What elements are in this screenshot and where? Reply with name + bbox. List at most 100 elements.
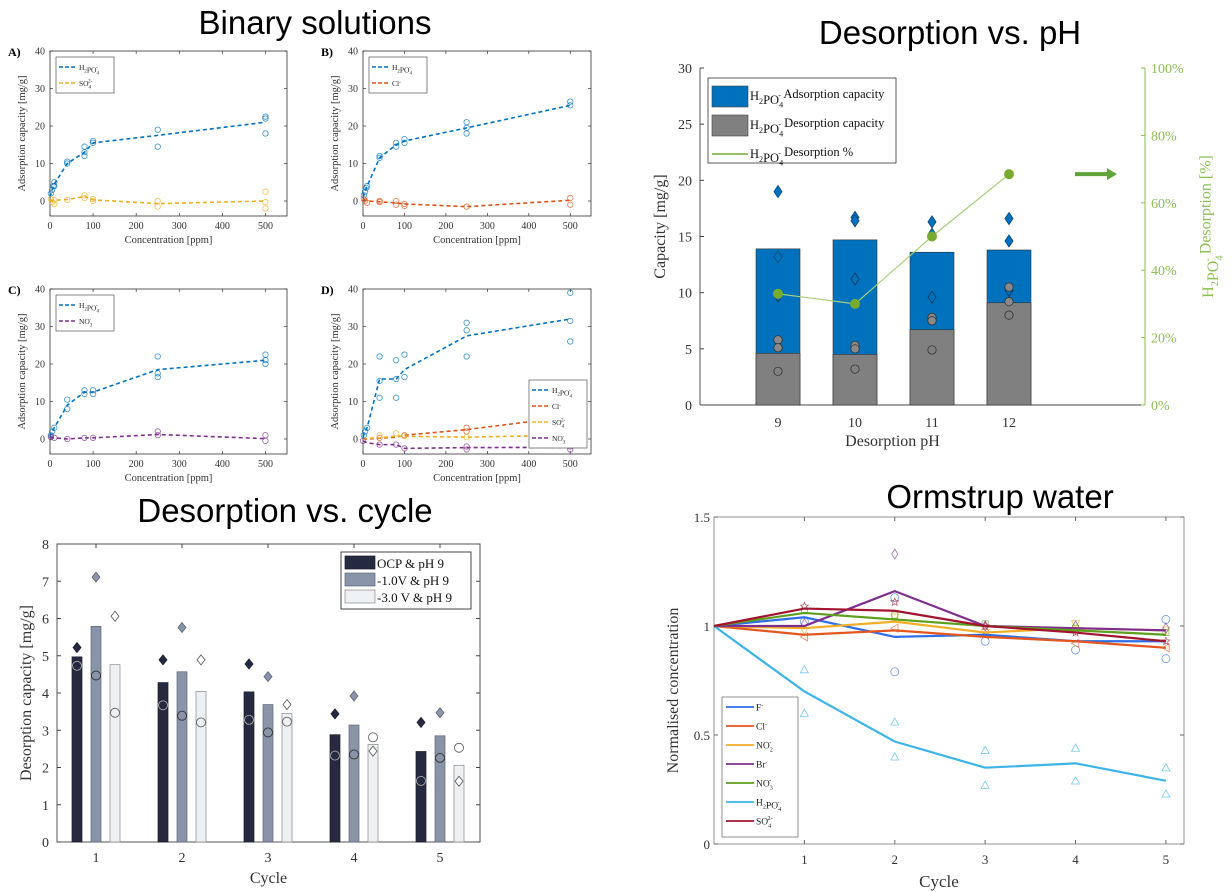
marker-circle: [177, 710, 187, 721]
x-tick-label: 1: [93, 851, 100, 866]
x-tick-label: 100: [86, 221, 101, 232]
x-tick-label: 500: [563, 459, 578, 470]
data-point: [89, 139, 97, 146]
data-point: [364, 424, 371, 431]
y-axis-label: Adsorption capacity [mg/g]: [330, 75, 341, 191]
legend: H2PO4- Cl-: [368, 56, 428, 94]
bar-desorption: [832, 354, 878, 406]
data-point: [463, 424, 470, 431]
data-point: [51, 179, 58, 186]
marker-triangle-up: [799, 664, 810, 674]
legend-label: Cl-: [552, 402, 561, 411]
legend-label: F-: [756, 703, 763, 713]
marker-circle: [196, 717, 206, 728]
x-axis-label: Cycle: [250, 870, 287, 887]
y-tick-label: 30: [35, 322, 45, 333]
x-tick-label: 300: [172, 459, 187, 470]
marker-circle: [91, 670, 101, 681]
data-point: [81, 390, 88, 398]
legend: H2PO4- SO42-: [55, 56, 115, 94]
x-axis-label: Concentration [ppm]: [433, 473, 521, 484]
bar: [109, 664, 121, 843]
y-tick-label: 8: [42, 538, 49, 553]
legend-swatch: [711, 114, 749, 137]
y-axis-label: Adsorption capacity [mg/g]: [330, 313, 341, 429]
x-tick-label: 0: [48, 221, 53, 232]
data-point: [81, 152, 88, 160]
y-tick-label: 0: [353, 435, 358, 446]
x-tick-label: 0: [361, 221, 366, 232]
series-line: [713, 607, 1167, 643]
marker-diamond: [349, 690, 359, 702]
x-tick-label: 4: [1072, 852, 1079, 867]
x-axis-label: Concentration [ppm]: [125, 235, 213, 246]
x-tick-label: 0: [48, 459, 53, 470]
x-tick-label: 300: [172, 221, 187, 232]
marker-circle: [263, 727, 273, 738]
bar-desorption: [755, 353, 801, 406]
marker-circle: [282, 716, 292, 727]
legend-swatch: [344, 589, 376, 604]
y-tick-label: 0: [40, 435, 45, 446]
y-tick-label: 10: [35, 159, 45, 170]
y2-tick-label: 100%: [1151, 62, 1184, 77]
data-point: [360, 196, 367, 203]
marker-triangle-up: [890, 751, 900, 761]
x-tick-label: 100: [397, 459, 412, 470]
x-tick-label: 500: [258, 221, 273, 232]
x-tick-label: 400: [521, 221, 536, 232]
legend-swatch: [711, 85, 749, 108]
legend-label: SO42-: [756, 816, 773, 829]
bar: [281, 713, 293, 843]
data-point: [262, 360, 269, 368]
x-tick-label: 300: [480, 221, 495, 232]
panel-label: B): [321, 45, 333, 59]
y-tick-label: 2: [42, 762, 49, 777]
y-tick-label: 40: [348, 285, 358, 296]
y-tick-label: 25: [678, 118, 692, 133]
bar-desorption: [909, 329, 955, 406]
marker-circle: [850, 364, 860, 374]
data-point: [463, 353, 470, 360]
marker-triangle-up: [1070, 743, 1081, 752]
legend-label: -3.0 V & pH 9: [377, 590, 452, 605]
y-tick-label: 0: [42, 836, 49, 851]
marker-diamond: [891, 548, 899, 560]
bar: [329, 734, 341, 843]
y-tick-label: 10: [348, 397, 358, 408]
y-tick-label: 0: [353, 197, 358, 208]
series-line: [713, 624, 1166, 649]
data-point: [364, 182, 371, 190]
y-axis-label: Capacity [mg/g]: [652, 174, 669, 278]
y-axis-label: Desorption capacity [mg/g]: [18, 605, 35, 781]
bar: [262, 704, 274, 843]
data-point: [393, 357, 400, 364]
y-tick-label: 5: [42, 650, 49, 665]
y-tick-label: 1: [42, 799, 49, 814]
marker-diamond: [435, 707, 445, 719]
legend-label: H2PO4- Desorption capacity: [750, 116, 885, 138]
marker-triangle-up: [890, 717, 900, 726]
data-point: [262, 437, 269, 444]
bar: [243, 691, 255, 843]
data-point: [401, 374, 408, 381]
data-point: [81, 149, 88, 156]
marker-square: [891, 611, 899, 619]
legend-box: [528, 379, 588, 449]
panel-label: C): [8, 283, 21, 297]
x-tick-label: 3: [265, 851, 272, 866]
legend-label: OCP & pH 9: [377, 556, 444, 571]
y-tick-label: 30: [348, 84, 358, 95]
desorption-percent-point: [927, 231, 937, 242]
data-point: [376, 434, 383, 441]
data-point: [567, 338, 574, 345]
legend-box: [55, 56, 115, 94]
y-tick-label: 5: [685, 343, 692, 358]
marker-circle: [349, 749, 359, 760]
legend-swatch: [344, 572, 376, 587]
x-tick-label: 500: [258, 459, 273, 470]
marker-circle: [927, 345, 937, 355]
series-line: [49, 121, 266, 198]
bar: [195, 691, 207, 843]
